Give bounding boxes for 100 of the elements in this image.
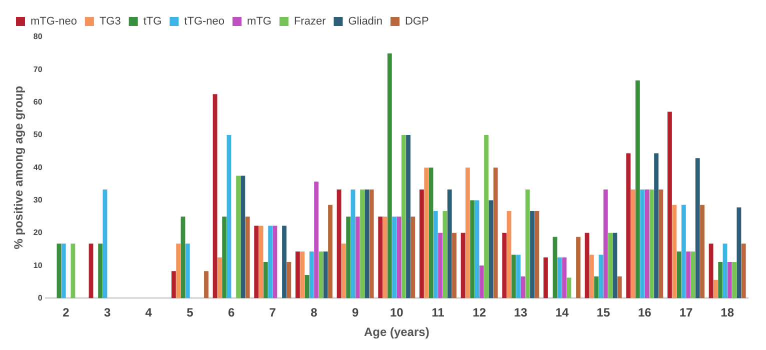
bar xyxy=(640,189,645,298)
x-tick-label: 12 xyxy=(472,306,486,320)
bar xyxy=(378,216,383,298)
bar xyxy=(442,211,448,298)
bar xyxy=(576,236,580,298)
bar xyxy=(511,254,516,298)
bar xyxy=(61,244,66,298)
y-tick-label: 10 xyxy=(33,260,43,270)
bar xyxy=(336,189,342,298)
bar xyxy=(392,216,397,298)
bar xyxy=(612,232,618,298)
bar xyxy=(502,232,507,298)
bar xyxy=(544,257,548,298)
bar xyxy=(328,204,332,298)
bar xyxy=(217,257,222,298)
bar xyxy=(727,262,732,298)
bar xyxy=(396,216,402,298)
bar xyxy=(382,216,388,298)
bar xyxy=(424,168,429,298)
y-tick-label: 70 xyxy=(33,64,43,74)
legend-label: TG3 xyxy=(99,16,121,28)
x-tick-label: 4 xyxy=(145,306,152,320)
bar xyxy=(534,211,540,298)
x-tick-label: 7 xyxy=(269,306,276,320)
bar xyxy=(525,189,530,298)
bar xyxy=(484,134,489,298)
x-tick-label: 2 xyxy=(62,306,70,320)
bar xyxy=(465,168,470,298)
bar xyxy=(714,280,718,298)
y-tick-label: 60 xyxy=(33,98,43,107)
y-tick-label: 0 xyxy=(38,293,43,302)
x-tick-label: 16 xyxy=(638,306,652,320)
bar xyxy=(562,257,567,298)
bar xyxy=(658,189,664,298)
bar xyxy=(626,153,631,298)
bar xyxy=(589,254,594,298)
y-tick-label: 50 xyxy=(33,130,43,140)
bar xyxy=(603,189,608,298)
bar xyxy=(254,226,259,298)
bar xyxy=(176,244,181,298)
bar xyxy=(410,216,416,298)
x-tick-label: 10 xyxy=(390,306,404,320)
bar xyxy=(364,189,370,298)
bar xyxy=(70,244,76,298)
bar xyxy=(346,216,351,298)
x-tick-label: 14 xyxy=(555,306,569,320)
bar xyxy=(681,204,686,298)
bar xyxy=(649,189,654,298)
bar xyxy=(736,207,742,298)
bar xyxy=(387,53,392,298)
y-tick-label: 20 xyxy=(33,228,43,238)
bar xyxy=(479,266,484,298)
bar xyxy=(314,182,319,298)
x-tick-label: 18 xyxy=(720,306,734,320)
bar xyxy=(318,252,324,298)
bar xyxy=(668,112,672,298)
bar xyxy=(452,232,456,298)
bar xyxy=(732,262,737,298)
y-tick-label: 40 xyxy=(33,162,43,172)
x-tick-label: 3 xyxy=(104,306,111,320)
bar xyxy=(286,262,292,298)
legend-label: mTG xyxy=(247,16,272,28)
bar xyxy=(695,158,700,298)
bar xyxy=(506,211,512,298)
bar xyxy=(447,189,452,298)
bar xyxy=(617,276,622,298)
bar xyxy=(433,211,438,298)
bar xyxy=(552,236,558,298)
bar xyxy=(226,134,232,298)
bar xyxy=(686,252,691,298)
bar xyxy=(272,226,278,298)
y-tick-label: 80 xyxy=(33,32,43,42)
x-tick-label: 13 xyxy=(514,306,528,320)
bar xyxy=(180,216,186,298)
bar xyxy=(672,204,677,298)
legend-label: mTG-neo xyxy=(30,16,77,28)
legend-label: DGP xyxy=(404,16,429,28)
bar xyxy=(557,257,562,298)
bar xyxy=(88,244,94,298)
bar xyxy=(355,216,360,298)
bar xyxy=(102,189,108,298)
bar xyxy=(708,244,714,298)
bar xyxy=(741,244,746,298)
bar xyxy=(204,271,208,298)
bar xyxy=(309,252,314,298)
bar xyxy=(630,189,636,298)
legend-label: tTG xyxy=(143,16,162,28)
bar xyxy=(516,254,521,298)
x-tick-label: 8 xyxy=(310,306,318,320)
bar xyxy=(420,189,424,298)
bar xyxy=(608,232,613,298)
bar xyxy=(566,278,572,298)
bar xyxy=(98,244,103,298)
bar xyxy=(644,189,650,298)
bar xyxy=(300,252,305,298)
x-tick-label: 9 xyxy=(352,306,359,320)
bar xyxy=(488,200,494,298)
bar xyxy=(493,168,498,298)
bar xyxy=(635,80,640,298)
x-tick-label: 11 xyxy=(432,306,445,320)
